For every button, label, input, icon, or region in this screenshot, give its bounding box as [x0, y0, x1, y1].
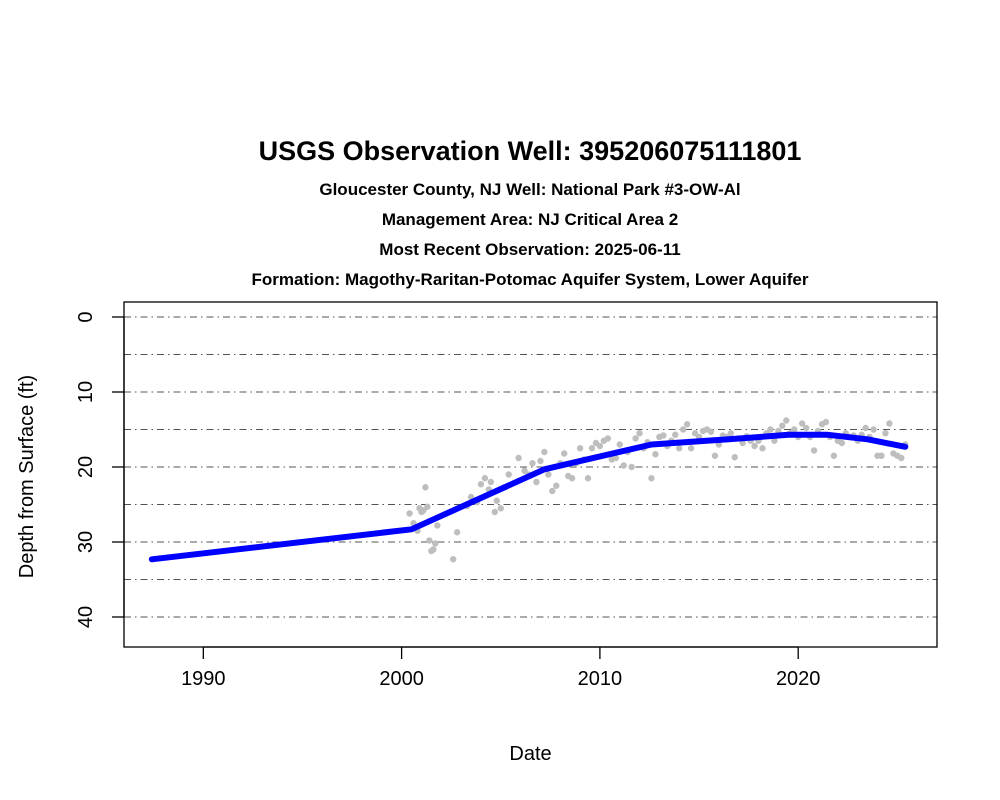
observation-point: [515, 454, 522, 462]
observation-point: [491, 508, 499, 516]
x-tick-label: 2010: [578, 668, 623, 690]
observation-point: [771, 437, 778, 444]
observation-point: [561, 450, 568, 457]
x-tick-label: 1990: [181, 668, 226, 690]
observation-point: [604, 435, 612, 442]
observation-point: [739, 439, 746, 447]
y-axis: 0 10 20 30 40: [75, 311, 125, 628]
observation-point: [449, 556, 457, 563]
observation-point: [553, 482, 560, 489]
observation-point: [791, 426, 798, 433]
x-axis-label: Date: [509, 743, 551, 765]
chart-subtitle-management-area: Management Area: NJ Critical Area 2: [381, 210, 679, 229]
observation-point: [541, 448, 548, 456]
observation-points: [406, 417, 909, 563]
x-tick-label: 2000: [379, 668, 424, 690]
observation-point: [862, 424, 869, 432]
observation-point: [533, 478, 540, 486]
observation-point: [810, 447, 818, 454]
observation-point: [798, 420, 806, 427]
observation-point: [477, 481, 485, 488]
observation-point: [505, 471, 512, 478]
observation-point: [783, 417, 790, 424]
observation-point: [683, 421, 691, 428]
observation-point: [487, 478, 495, 486]
trend-line-group: [148, 431, 909, 563]
observation-point: [628, 463, 635, 471]
observation-point: [672, 431, 679, 438]
chart-subtitle-formation: Formation: Magothy-Raritan-Potomac Aquif…: [251, 270, 809, 289]
observation-point: [426, 537, 433, 544]
observation-point: [576, 445, 584, 452]
observation-point: [870, 426, 877, 433]
trend-line: [148, 431, 909, 563]
y-axis-label: Depth from Surface (ft): [16, 375, 38, 578]
y-tick-label: 40: [75, 606, 97, 628]
observation-point: [676, 445, 683, 452]
observation-point: [616, 441, 623, 448]
observation-point: [731, 454, 738, 461]
chart-subtitle-county: Gloucester County, NJ Well: National Par…: [319, 180, 741, 199]
y-tick-label: 30: [75, 531, 97, 553]
observation-point: [430, 546, 437, 553]
observation-point: [636, 430, 643, 437]
observation-point: [632, 435, 639, 442]
observation-point: [886, 420, 893, 427]
observation-point: [424, 503, 431, 510]
x-tick-label: 2020: [776, 668, 821, 690]
observation-point: [898, 454, 905, 462]
observation-point: [434, 522, 441, 529]
observation-point: [620, 462, 627, 469]
x-axis: 1990 2000 2010 2020: [181, 646, 821, 690]
chart-title: USGS Observation Well: 395206075111801: [258, 136, 802, 166]
observation-point: [878, 452, 885, 459]
observation-point: [759, 445, 766, 452]
observation-point: [453, 529, 461, 536]
observation-point: [497, 505, 504, 512]
observation-point: [882, 430, 889, 437]
observation-point: [652, 451, 659, 458]
observation-point: [648, 475, 655, 482]
observation-point: [707, 428, 715, 435]
observation-point: [432, 540, 439, 547]
observation-point: [568, 475, 576, 482]
observation-point: [802, 424, 810, 432]
observation-point: [588, 445, 596, 452]
observation-point: [838, 439, 846, 447]
observation-point: [727, 430, 734, 437]
observation-point: [711, 452, 719, 459]
y-tick-label: 10: [75, 381, 97, 403]
observation-point: [779, 422, 786, 429]
observation-point: [406, 510, 413, 517]
observation-point: [422, 484, 429, 491]
chart-subtitle-recent-observation: Most Recent Observation: 2025-06-11: [379, 240, 681, 259]
observation-point: [596, 442, 604, 450]
observation-point: [679, 426, 687, 433]
grid-lines: [124, 316, 937, 618]
observation-point: [822, 418, 830, 426]
observation-point: [767, 426, 774, 433]
observation-point: [751, 442, 758, 450]
observation-point: [537, 457, 544, 465]
observation-point: [830, 452, 838, 459]
observation-point: [545, 471, 552, 478]
y-tick-label: 20: [75, 456, 97, 478]
observation-point: [493, 497, 500, 504]
observation-point: [687, 445, 695, 452]
y-tick-label: 0: [75, 311, 97, 322]
observation-point: [660, 432, 667, 439]
observation-point: [549, 487, 556, 495]
observation-point: [612, 454, 619, 462]
observation-point: [529, 460, 536, 467]
observation-point: [481, 475, 489, 482]
observation-point: [584, 475, 592, 482]
